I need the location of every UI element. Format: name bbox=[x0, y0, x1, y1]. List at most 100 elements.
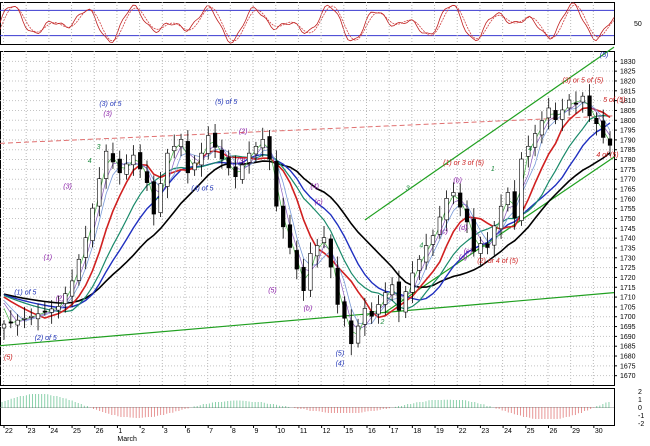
wave-label: 2 bbox=[380, 319, 385, 326]
x-tick-label: 29 bbox=[572, 428, 580, 435]
candle-body bbox=[417, 258, 422, 271]
y-tick-label: 1815 bbox=[620, 88, 636, 95]
wave-label: (3) or 5 of (5) bbox=[562, 77, 603, 84]
candle-body bbox=[124, 163, 129, 175]
wave-label: 1 bbox=[491, 166, 495, 173]
candle-body bbox=[83, 237, 88, 258]
candle-body bbox=[15, 319, 20, 326]
candle-body bbox=[560, 109, 565, 120]
x-axis: 22 23 24 25 26 1 2 3 6 7 8 9 10 11 12 15 16 17 18 19 22 23 24 2… bbox=[3, 425, 603, 443]
y-tick-label: 1745 bbox=[620, 226, 636, 233]
y-tick-label: 1780 bbox=[620, 157, 636, 164]
moving-average-lightblue bbox=[3, 102, 611, 325]
y-tick-label: 1785 bbox=[620, 147, 636, 154]
candle-body bbox=[410, 272, 415, 293]
y-tick-label: 1700 bbox=[620, 314, 636, 321]
candle-body bbox=[274, 161, 279, 207]
wave-label: 4 bbox=[88, 158, 92, 165]
y-tick-label: 1730 bbox=[620, 255, 636, 262]
candle-body bbox=[444, 198, 449, 221]
candle-body bbox=[69, 280, 75, 297]
x-tick-label: 25 bbox=[73, 428, 81, 435]
candle-body bbox=[369, 311, 374, 317]
candle-body bbox=[587, 95, 592, 117]
candle-body bbox=[90, 207, 95, 241]
candle-body bbox=[362, 308, 367, 325]
moving-average-blue bbox=[3, 122, 611, 309]
y-tick-label: 1765 bbox=[620, 187, 636, 194]
x-tick-label: 9 bbox=[255, 428, 259, 435]
y-tick-label: 1675 bbox=[620, 363, 636, 370]
candle-body bbox=[492, 225, 497, 246]
y-tick-label: 1775 bbox=[620, 167, 636, 174]
x-tick-label: 2 bbox=[141, 428, 145, 435]
x-tick-label: 25 bbox=[527, 428, 535, 435]
candle-body bbox=[342, 301, 347, 319]
candle-body bbox=[478, 243, 483, 254]
wave-label: (a) bbox=[459, 254, 468, 261]
x-tick-label: 10 bbox=[277, 428, 285, 435]
wave-label: (2) or 4 of (5) bbox=[477, 258, 518, 265]
y-tick-label: 1770 bbox=[620, 177, 636, 184]
x-tick-label: 15 bbox=[345, 428, 353, 435]
candle-body bbox=[22, 317, 27, 320]
candle-body bbox=[144, 171, 150, 183]
x-tick-label: 19 bbox=[436, 428, 444, 435]
candle-body bbox=[294, 250, 299, 270]
wave-label: 4 bbox=[419, 242, 423, 249]
candle-body bbox=[253, 145, 259, 155]
wave-label: (3) bbox=[237, 158, 246, 165]
candle-body bbox=[199, 152, 204, 166]
candle-body bbox=[519, 158, 524, 221]
candle-body bbox=[42, 310, 47, 313]
candle-body bbox=[355, 325, 361, 344]
y-tick-label: 1725 bbox=[620, 265, 636, 272]
candle-body bbox=[151, 181, 156, 215]
candle-body bbox=[383, 292, 388, 305]
moving-average-teal bbox=[3, 114, 611, 313]
candle-body bbox=[485, 243, 490, 248]
x-tick-label: 1 bbox=[118, 428, 122, 435]
x-tick-label: 12 bbox=[323, 428, 331, 435]
wave-label: (2) of 5 bbox=[35, 335, 57, 342]
wave-label: 5 of (5) bbox=[603, 97, 625, 104]
candle-body bbox=[63, 293, 68, 304]
y-tick-label: 1740 bbox=[620, 236, 636, 243]
y-tick-label: 1680 bbox=[620, 354, 636, 361]
y-tick-label: 1705 bbox=[620, 304, 636, 311]
y-tick-label: 1810 bbox=[620, 98, 636, 105]
x-tick-label: 24 bbox=[50, 428, 58, 435]
candle-body bbox=[267, 136, 272, 160]
wave-label: (5) of 5 bbox=[215, 99, 237, 106]
y-tick-label: 1685 bbox=[620, 344, 636, 351]
price-panel: 1670 1675 1680 1685 1690 1695 1700 1705 1710 1715… bbox=[0, 2, 636, 425]
x-tick-label: 30 bbox=[595, 428, 603, 435]
candle-body bbox=[131, 154, 136, 166]
candle-body bbox=[594, 117, 599, 124]
top-panel-frame bbox=[0, 2, 615, 45]
wave-label: (1) bbox=[43, 254, 52, 261]
wave-label: (c) bbox=[314, 199, 322, 206]
wave-label: (2) bbox=[56, 296, 65, 303]
candle-body bbox=[607, 138, 613, 146]
candle-body bbox=[376, 304, 381, 315]
y-tick-label: 1755 bbox=[620, 206, 636, 213]
candle-body bbox=[308, 253, 313, 291]
y-tick-label: 1805 bbox=[620, 108, 636, 115]
candle-body bbox=[49, 308, 54, 313]
x-tick-label: 7 bbox=[209, 428, 213, 435]
x-tick-label: 11 bbox=[300, 428, 307, 435]
moving-average-long bbox=[3, 152, 611, 304]
y-tick-label: 1670 bbox=[620, 373, 636, 380]
candle-body bbox=[390, 284, 395, 296]
candle-body bbox=[104, 150, 109, 179]
candle-body bbox=[192, 162, 197, 171]
wave-label: (5) bbox=[336, 351, 345, 358]
candle-body bbox=[526, 145, 531, 157]
wave-label: (5) bbox=[600, 52, 609, 59]
moving-average-red bbox=[3, 106, 611, 319]
candle-body bbox=[76, 258, 81, 281]
candle-body bbox=[349, 320, 354, 345]
wave-label: (1) of 5 bbox=[14, 290, 36, 297]
